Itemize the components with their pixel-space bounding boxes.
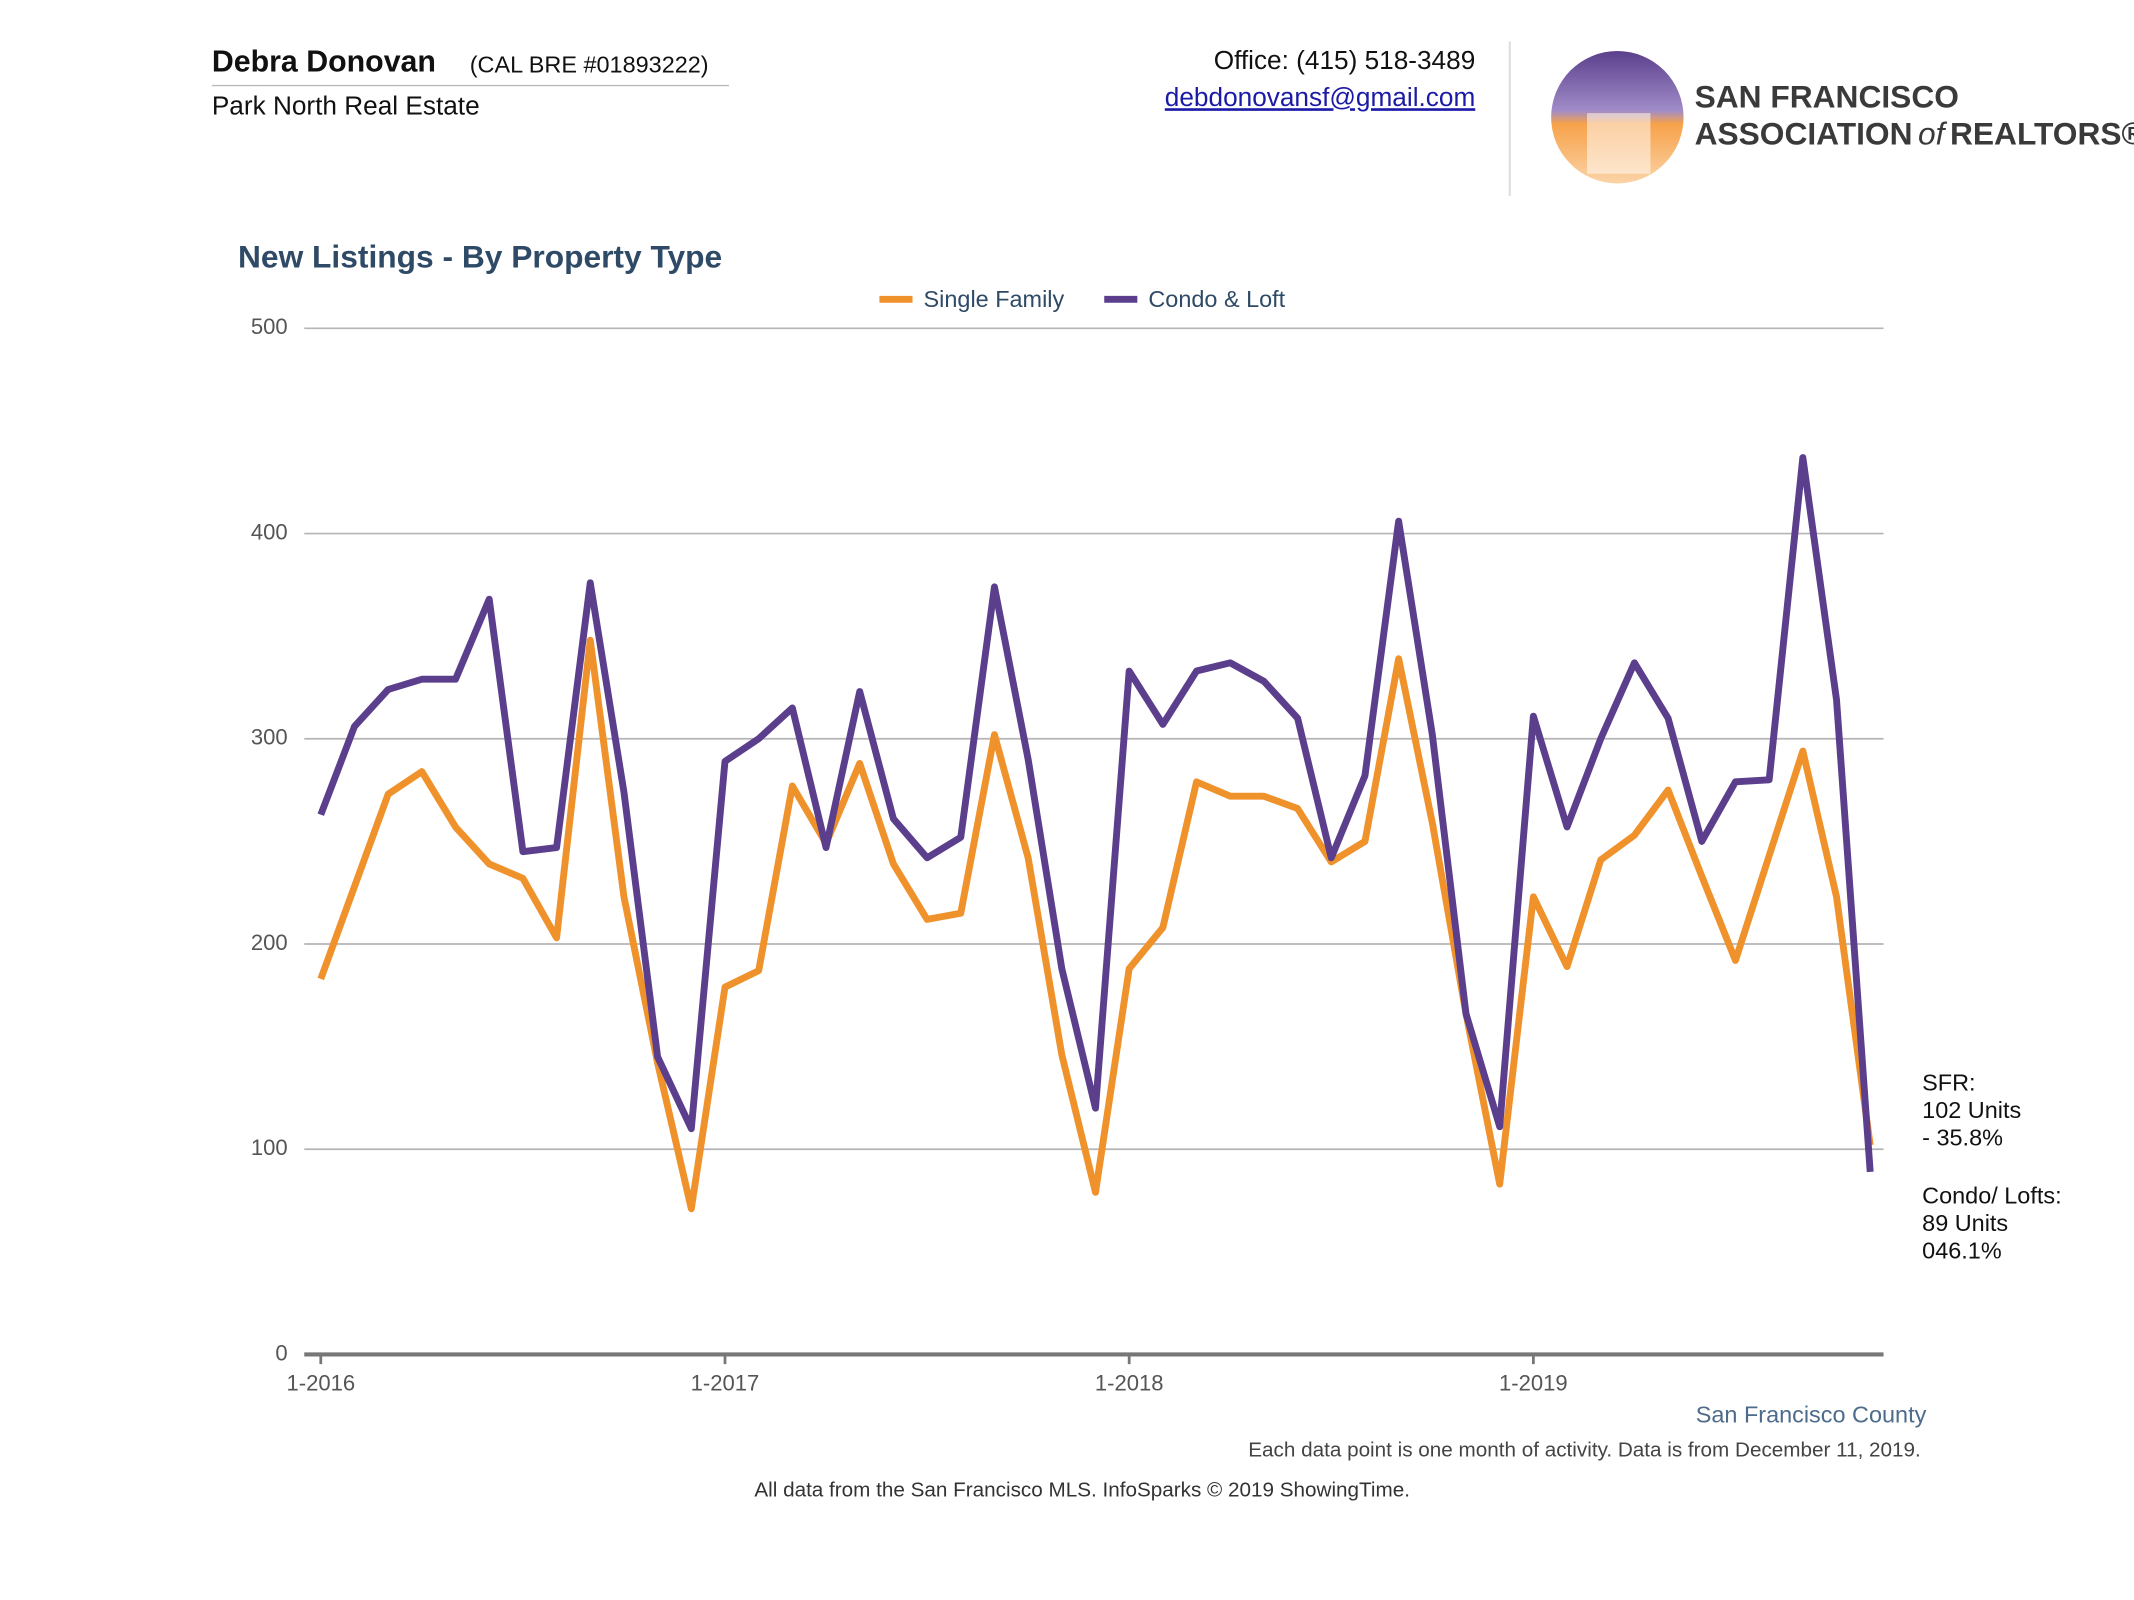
legend-label: Single Family: [924, 286, 1065, 312]
note: Each data point is one month of activity…: [1248, 1439, 1921, 1462]
agent-name: Debra Donovan: [212, 45, 436, 78]
logo-line1: SAN FRANCISCO: [1695, 79, 1959, 115]
y-tick-label: 500: [251, 314, 288, 339]
annotation: Condo/ Lofts:: [1922, 1182, 2061, 1208]
source: All data from the San Francisco MLS. Inf…: [754, 1479, 1410, 1502]
annotation: 102 Units: [1922, 1097, 2021, 1123]
legend-label: Condo & Loft: [1148, 286, 1285, 312]
annotation: - 35.8%: [1922, 1124, 2003, 1150]
region-label: San Francisco County: [1696, 1402, 1927, 1428]
y-tick-label: 400: [251, 519, 288, 544]
chart-title: New Listings - By Property Type: [238, 239, 722, 275]
y-tick-label: 0: [275, 1340, 287, 1365]
logo-word: of: [1918, 116, 1948, 152]
logo-building: [1587, 113, 1651, 174]
x-tick-label: 1-2019: [1499, 1371, 1568, 1396]
logo-line2: ASSOCIATION of REALTORS®: [1695, 116, 2134, 152]
y-tick-label: 200: [251, 930, 288, 955]
annotation: 89 Units: [1922, 1210, 2008, 1236]
agent-company: Park North Real Estate: [212, 91, 480, 121]
x-tick-label: 1-2016: [286, 1371, 355, 1396]
email-link[interactable]: debdonovansf@gmail.com: [1165, 82, 1475, 112]
x-tick-label: 1-2018: [1095, 1371, 1164, 1396]
annotation: SFR:: [1922, 1069, 1975, 1095]
logo-word: REALTORS®: [1950, 116, 2134, 152]
y-tick-label: 300: [251, 725, 288, 750]
y-tick-label: 100: [251, 1135, 288, 1160]
agent-license: (CAL BRE #01893222): [470, 51, 709, 77]
series-line: [317, 454, 1874, 1173]
annotation: 046.1%: [1922, 1238, 2002, 1264]
office-phone: Office: (415) 518-3489: [1214, 45, 1476, 75]
x-tick-label: 1-2017: [691, 1371, 760, 1396]
logo-word: ASSOCIATION: [1695, 116, 1913, 152]
series-line: [317, 636, 1874, 1213]
